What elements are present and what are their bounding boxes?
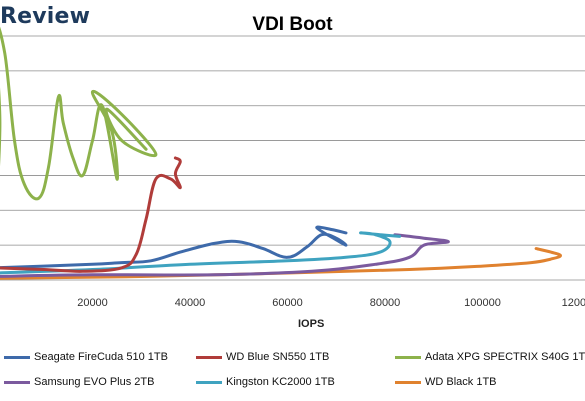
legend-swatch-samsung — [4, 380, 30, 384]
x-tick-layer: 20000 40000 60000 80000 100000 120000 — [77, 297, 585, 309]
legend-swatch-kingston — [196, 380, 222, 384]
legend-item-seagate: Seagate FireCuda 510 1TB — [4, 351, 168, 363]
x-tick-label: 60000 — [272, 297, 303, 309]
legend-label-seagate: Seagate FireCuda 510 1TB — [34, 351, 168, 363]
legend-swatch-adata — [395, 355, 421, 359]
legend-swatch-seagate — [4, 355, 30, 359]
x-tick-label: 80000 — [370, 297, 401, 309]
series-line-2 — [0, 26, 158, 201]
x-tick-label: 20000 — [77, 297, 108, 309]
x-tick-label: 120000 — [562, 297, 585, 309]
legend-swatch-wd-blue — [196, 355, 222, 359]
series-line-4 — [0, 231, 402, 275]
series-line-1 — [0, 156, 182, 273]
chart-title: VDI Boot — [252, 14, 333, 35]
legend-label-samsung: Samsung EVO Plus 2TB — [34, 376, 155, 388]
legend-label-adata: Adata XPG SPECTRIX S40G 1TB — [425, 351, 585, 363]
legend-item-samsung: Samsung EVO Plus 2TB — [4, 376, 154, 388]
x-tick-label: 100000 — [464, 297, 501, 309]
legend-label-wd-black: WD Black 1TB — [425, 376, 497, 388]
legend-item-kingston: Kingston KC2000 1TB — [196, 376, 335, 388]
legend-label-kingston: Kingston KC2000 1TB — [226, 376, 335, 388]
brand-logo-text: Review — [0, 4, 91, 29]
x-axis-label: IOPS — [298, 318, 325, 330]
legend-item-wd-black: WD Black 1TB — [395, 376, 497, 388]
series-layer — [0, 26, 562, 280]
legend-item-adata: Adata XPG SPECTRIX S40G 1TB — [395, 351, 585, 363]
legend-label-wd-blue: WD Blue SN550 1TB — [226, 351, 330, 363]
x-tick-label: 40000 — [175, 297, 206, 309]
series-line-3 — [0, 233, 450, 278]
legend-swatch-wd-black — [395, 380, 421, 384]
legend-item-wd-blue: WD Blue SN550 1TB — [196, 351, 329, 363]
series-line-0 — [0, 225, 348, 270]
